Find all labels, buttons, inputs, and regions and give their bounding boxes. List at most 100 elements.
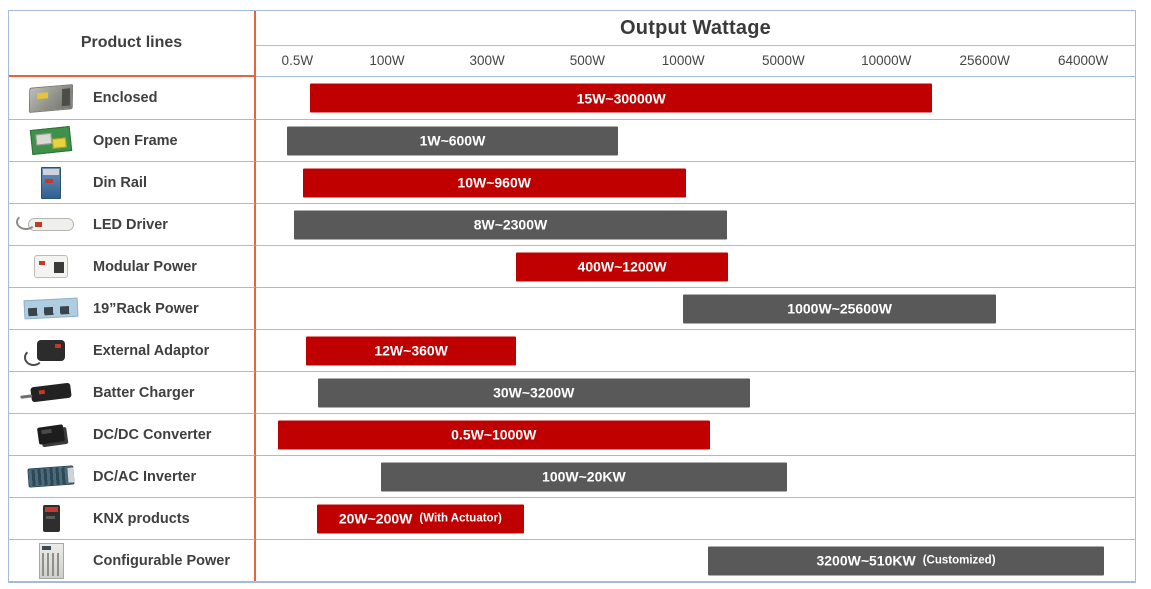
wattage-range-label: 15W~30000W [576,90,666,106]
wattage-range-note: (With Actuator) [419,512,502,525]
bar-cell: 12W~360W [256,329,1135,371]
product-cell: Batter Charger [9,371,256,413]
product-name: Enclosed [93,90,158,106]
wattage-range-bar: 8W~2300W [293,210,728,239]
product-name: KNX products [93,510,190,527]
product-cell: Enclosed [9,77,256,119]
x-axis-tick: 64000W [1057,53,1109,68]
product-name: 19”Rack Power [93,300,199,317]
product-name: Batter Charger [93,384,195,401]
table-row: 19”Rack Power 1000W~25600W [9,287,1135,329]
bar-cell: 3200W~510KW (Customized) [256,539,1135,581]
x-axis-tick-row: 0.5W 100W 300W 500W 1000W 5000W 10000W 25600W 64… [256,45,1135,77]
table-row: Configurable Power 3200W~510KW (Customized… [9,539,1135,581]
product-name: LED Driver [93,216,168,233]
product-name: Open Frame [93,132,178,149]
product-icon-wrap [9,505,93,532]
product-cell: DC/DC Converter [9,413,256,455]
wattage-range-label: 12W~360W [374,342,448,359]
wattage-range-label: 0.5W~1000W [451,426,537,443]
open-frame-psu-icon [29,125,73,156]
product-icon-wrap [9,125,93,156]
led-driver-icon [16,214,74,231]
product-icon-wrap [9,542,93,579]
wattage-range-bar: 0.5W~1000W [277,420,710,449]
bar-cell: 0.5W~1000W [256,413,1135,455]
bar-cell: 100W~20KW [256,455,1135,497]
product-cell: 19”Rack Power [9,287,256,329]
product-icon-wrap [9,424,93,445]
wattage-range-bar: 12W~360W [306,336,517,365]
x-axis-tick: 10000W [861,53,912,68]
wattage-range-bar: 15W~30000W [310,83,932,113]
product-cell: KNX products [9,497,256,539]
wattage-range-label: 8W~2300W [473,216,548,233]
battery-charger-icon [30,382,72,403]
product-icon-wrap [9,83,93,113]
dcdc-converter-icon [36,424,66,445]
product-name: Din Rail [93,174,147,191]
table-header: Product lines Output Wattage 0.5W 100W 300… [9,11,1135,77]
wattage-range-label: 3200W~510KW [816,552,916,569]
x-axis-tick: 300W [469,53,505,68]
product-cell: DC/AC Inverter [9,455,256,497]
chart-title: Output Wattage [620,16,771,39]
bar-cell: 1000W~25600W [256,287,1135,329]
x-axis-tick: 25600W [959,53,1010,68]
bar-cell: 10W~960W [256,161,1135,203]
bar-cell: 400W~1200W [256,245,1135,287]
bar-cell: 8W~2300W [256,203,1135,245]
product-name: DC/DC Converter [93,426,212,443]
bar-cell: 30W~3200W [256,371,1135,413]
x-axis-tick: 5000W [762,53,805,68]
product-cell: External Adaptor [9,329,256,371]
product-icon-wrap [9,465,93,488]
wattage-range-label: 100W~20KW [542,468,626,485]
wattage-range-bar: 1000W~25600W [683,294,997,323]
product-icon-wrap [9,382,93,403]
table-row: Batter Charger 30W~3200W [9,371,1135,413]
wattage-range-bar: 400W~1200W [516,252,728,281]
external-adaptor-icon [24,340,65,366]
wattage-range-bar: 10W~960W [302,168,686,197]
x-axis-tick: 0.5W [281,53,314,68]
product-name: Modular Power [93,258,197,275]
product-name: Configurable Power [93,552,230,569]
bar-cell: 20W~200W (With Actuator) [256,497,1135,539]
wattage-range-bar: 20W~200W (With Actuator) [316,504,525,533]
wattage-range-label: 1000W~25600W [787,300,892,317]
table-row: Modular Power 400W~1200W [9,245,1135,287]
rack-power-icon [23,297,79,320]
table-row: Enclosed 15W~30000W [9,77,1135,119]
configurable-power-icon [38,542,64,579]
table-row: Din Rail 10W~960W [9,161,1135,203]
wattage-range-label: 1W~600W [419,132,486,149]
table-row: DC/DC Converter 0.5W~1000W [9,413,1135,455]
product-cell: Open Frame [9,119,256,161]
product-cell: Configurable Power [9,539,256,581]
dcac-inverter-icon [27,465,75,488]
product-cell: Din Rail [9,161,256,203]
table-row: KNX products 20W~200W (With Actuator) [9,497,1135,539]
product-cell: Modular Power [9,245,256,287]
enclosed-psu-icon [28,83,74,113]
table-row: LED Driver 8W~2300W [9,203,1135,245]
x-axis-tick: 1000W [661,53,705,68]
product-icon-wrap [9,166,93,199]
x-axis-tick: 100W [369,53,405,68]
wattage-range-label: 400W~1200W [577,258,667,275]
product-name: External Adaptor [93,342,210,359]
product-icon-wrap [9,297,93,320]
din-rail-psu-icon [41,166,61,199]
product-icon-wrap [9,340,93,366]
x-axis-tick: 500W [569,53,606,68]
product-cell: LED Driver [9,203,256,245]
table-row: DC/AC Inverter 100W~20KW [9,455,1135,497]
product-icon-wrap [9,255,93,278]
table-row: External Adaptor 12W~360W [9,329,1135,371]
table-row: Open Frame 1W~600W [9,119,1135,161]
wattage-range-bar: 100W~20KW [380,462,787,491]
bar-cell: 1W~600W [256,119,1135,161]
output-wattage-header: Output Wattage 0.5W 100W 300W 500W 1000W 5000… [256,11,1135,77]
